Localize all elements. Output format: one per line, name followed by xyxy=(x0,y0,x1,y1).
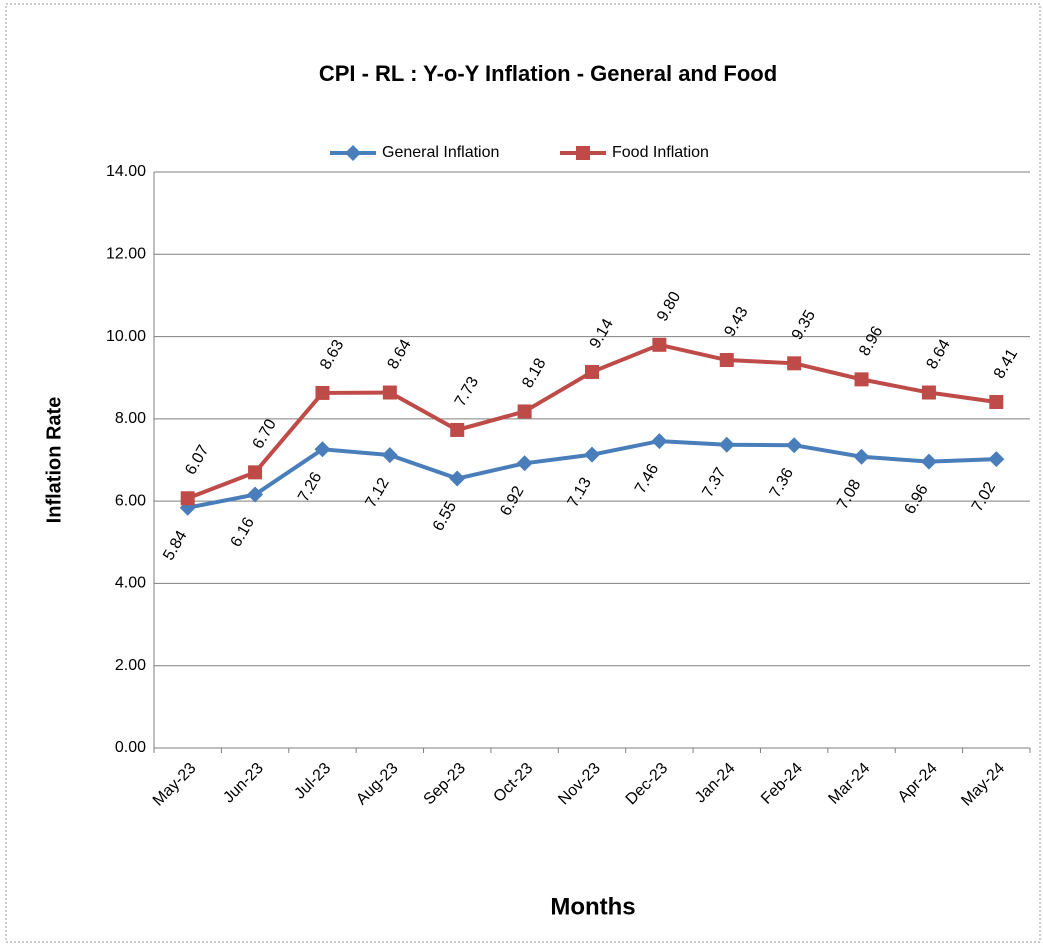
data-label: 8.41 xyxy=(991,346,1021,382)
data-label: 9.14 xyxy=(587,316,617,352)
data-point xyxy=(315,385,330,400)
legend-label: General Inflation xyxy=(382,144,499,161)
data-label: 7.37 xyxy=(699,465,729,501)
data-point xyxy=(382,385,397,400)
chart-border xyxy=(5,3,1041,943)
data-point xyxy=(989,394,1004,409)
data-point xyxy=(516,455,533,472)
x-tick-label: Oct-23 xyxy=(490,760,536,806)
y-tick-label: 2.00 xyxy=(115,657,146,674)
x-tick-label: Jan-24 xyxy=(692,760,739,807)
y-tick-label: 4.00 xyxy=(115,575,146,592)
x-tick-label: Mar-24 xyxy=(825,760,873,808)
data-label: 7.13 xyxy=(565,475,595,511)
data-label: 8.96 xyxy=(856,323,886,359)
x-tick-label: Feb-24 xyxy=(758,760,806,808)
data-point xyxy=(853,448,870,465)
legend-marker xyxy=(345,145,361,161)
data-point xyxy=(584,446,600,463)
x-tick-label: Jun-23 xyxy=(220,760,267,807)
data-point xyxy=(381,447,398,464)
data-point xyxy=(652,337,667,352)
data-point xyxy=(585,364,599,379)
data-point xyxy=(247,486,264,503)
legend-label: Food Inflation xyxy=(612,144,709,161)
data-point xyxy=(719,353,734,368)
chart-title: CPI - RL : Y-o-Y Inflation - General and… xyxy=(319,61,777,86)
x-tick-label: Aug-23 xyxy=(353,760,402,809)
data-point xyxy=(988,451,1005,468)
x-tick-label: Jul-23 xyxy=(291,760,334,803)
x-tick-label: Sep-23 xyxy=(421,760,470,809)
y-tick-label: 8.00 xyxy=(115,410,146,427)
y-tick-label: 6.00 xyxy=(115,492,146,509)
data-label: 7.36 xyxy=(767,465,797,501)
data-label: 7.73 xyxy=(452,374,482,410)
data-label: 7.08 xyxy=(834,477,864,513)
x-axis-title: Months xyxy=(550,893,635,920)
data-label: 5.84 xyxy=(160,528,190,564)
x-tick-label: Dec-23 xyxy=(623,760,672,809)
data-point xyxy=(450,422,465,437)
data-point xyxy=(854,372,869,387)
data-point xyxy=(248,465,263,480)
data-label: 8.18 xyxy=(519,355,549,391)
data-label: 6.07 xyxy=(182,442,212,478)
data-label: 7.46 xyxy=(632,461,662,497)
data-point xyxy=(787,356,802,371)
data-label: 7.12 xyxy=(362,475,392,511)
data-point xyxy=(517,404,532,419)
data-label: 8.64 xyxy=(384,337,414,373)
y-tick-label: 12.00 xyxy=(106,246,146,263)
data-label: 9.80 xyxy=(654,289,684,325)
y-tick-label: 0.00 xyxy=(115,739,146,756)
data-label: 6.96 xyxy=(902,482,932,518)
data-label: 8.64 xyxy=(924,337,954,373)
data-point xyxy=(718,436,735,453)
x-tick-label: May-24 xyxy=(958,760,1008,810)
y-tick-label: 10.00 xyxy=(106,328,146,345)
data-label: 8.63 xyxy=(317,337,347,373)
x-tick-label: Nov-23 xyxy=(555,760,604,809)
data-label: 6.55 xyxy=(430,499,460,535)
data-label: 9.43 xyxy=(721,304,751,340)
data-label: 9.35 xyxy=(789,307,819,343)
data-point xyxy=(921,385,936,400)
x-tick-label: Apr-24 xyxy=(895,760,941,806)
y-axis-title: Inflation Rate xyxy=(43,397,65,524)
data-point xyxy=(786,437,803,454)
data-label: 6.16 xyxy=(228,515,258,551)
x-tick-label: May-23 xyxy=(150,760,200,810)
data-label: 7.02 xyxy=(969,479,999,515)
data-label: 7.26 xyxy=(295,469,325,505)
data-point xyxy=(651,433,668,450)
y-tick-label: 14.00 xyxy=(106,163,146,180)
data-point xyxy=(180,491,195,506)
data-point xyxy=(920,453,937,470)
legend-marker xyxy=(576,146,590,160)
data-point xyxy=(449,470,466,487)
data-point xyxy=(314,441,331,458)
